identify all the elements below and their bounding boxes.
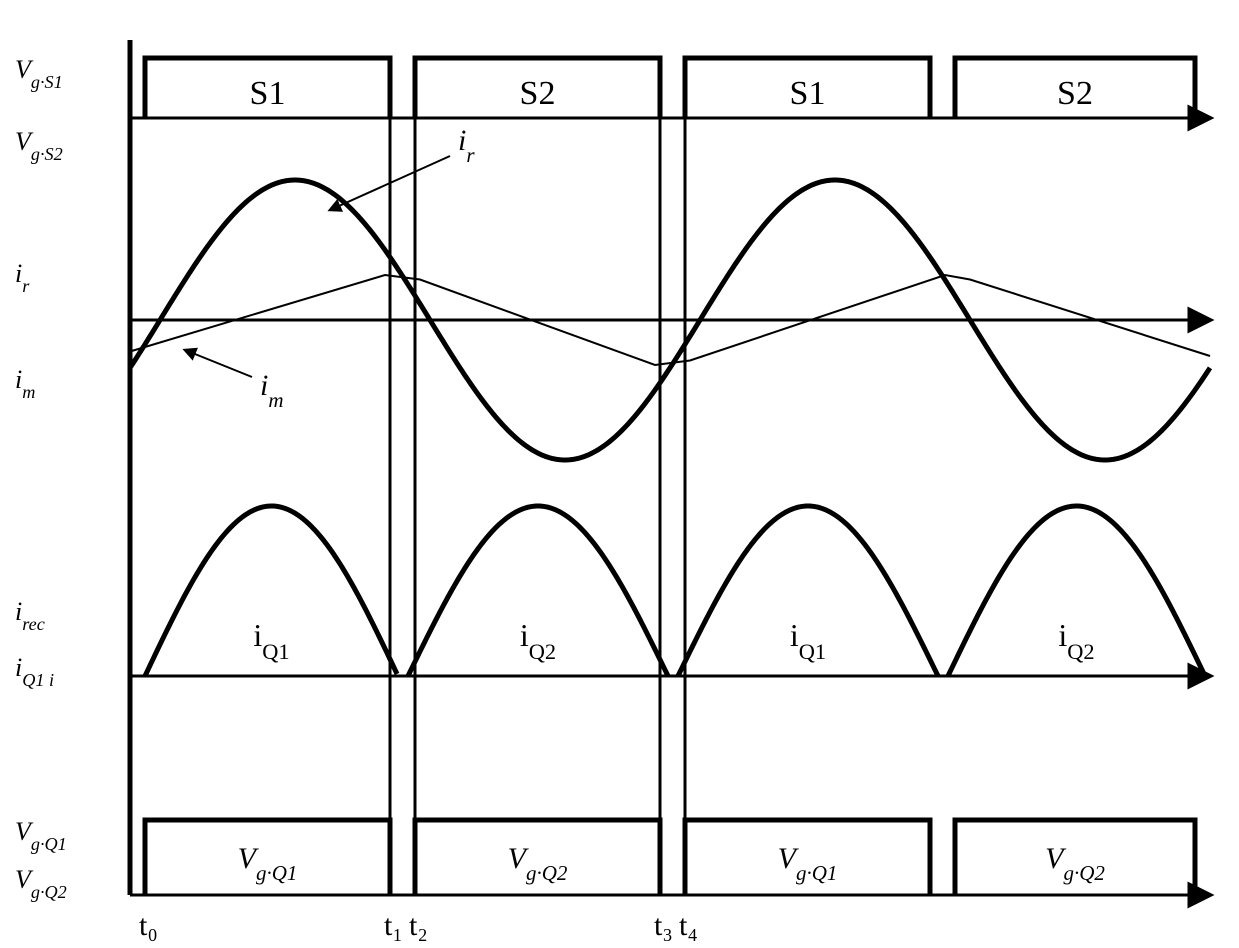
im-label: im	[260, 369, 284, 412]
rectified-arc-label: iQ1	[790, 617, 826, 664]
y-axis-label: ir	[15, 259, 30, 296]
gate-pulse-label: S1	[250, 75, 286, 112]
gate-pulse-bottom-label: Vg·Q1	[238, 842, 298, 885]
rectified-arc-label: iQ2	[520, 617, 556, 664]
im-leader	[185, 350, 252, 377]
gate-pulse-label: S1	[790, 75, 826, 112]
y-axis-label: Vg·Q1	[15, 817, 67, 854]
gate-pulse-label: S2	[520, 75, 556, 112]
y-axis-label: irec	[15, 597, 45, 634]
y-axis-label: iQ1 i	[15, 653, 54, 690]
gate-pulse-bottom-label: Vg·Q2	[508, 842, 568, 885]
gate-pulse-label: S2	[1057, 75, 1093, 112]
timing-diagram: S1 S2 S1 S2 ir im iQ1 iQ2 iQ1 iQ2 Vg·Q1 Vg·Q2 Vg·Q1 V…	[0, 0, 1239, 948]
time-marker-label: t₂	[409, 909, 428, 942]
time-marker-label: t₄	[679, 909, 698, 942]
time-marker-label: t₁	[384, 909, 403, 942]
rectified-arc-label: iQ1	[253, 617, 289, 664]
ir-label: ir	[458, 124, 475, 167]
time-marker-label: t₃	[654, 909, 673, 942]
y-axis-label: Vg·S2	[15, 127, 63, 164]
y-axis-label: Vg·S1	[15, 55, 63, 92]
y-axis-label: im	[15, 365, 35, 402]
y-axis-label: Vg·Q2	[15, 865, 67, 902]
gate-pulse-bottom-label: Vg·Q2	[1045, 842, 1105, 885]
rectified-arc-label: iQ2	[1058, 617, 1094, 664]
time-marker-label: t₀	[139, 909, 158, 942]
gate-pulse-bottom-label: Vg·Q1	[778, 842, 838, 885]
